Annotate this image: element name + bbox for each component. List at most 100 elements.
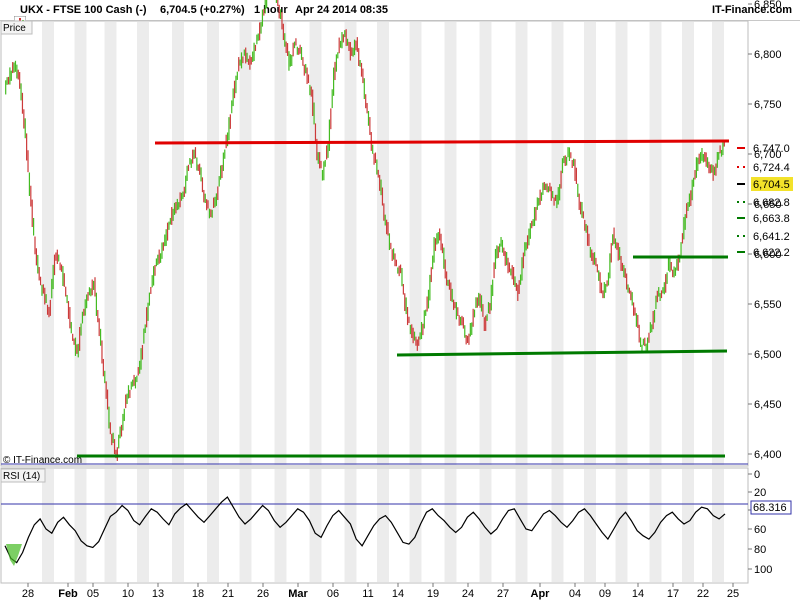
rsi-axis-label: 0 [754,469,760,481]
price-level-label: 6,747.0 [753,143,790,155]
grid-band [207,22,219,465]
price-level-label: 6,724.4 [753,162,790,174]
x-axis-label: 26 [257,588,269,600]
grid-band [409,22,422,465]
price-axis-label: 6,450 [754,399,782,411]
x-axis-label: 17 [667,588,679,600]
grid-band [309,469,322,582]
x-axis-label: 14 [632,588,644,600]
grid-band [172,469,184,582]
x-axis-label: 18 [192,588,204,600]
datetime-label: Apr 24 2014 08:35 [295,4,388,16]
grid-band [344,22,357,465]
resistance-line-lower [154,139,730,145]
price-axis-label: 6,800 [754,49,782,61]
symbol-title: UKX - FTSE 100 Cash (-) [20,4,147,16]
grid-band [479,22,492,465]
grid-band [649,469,662,582]
rsi-oversold-fill [6,544,22,566]
grid-band [74,22,87,465]
x-axis-label: Feb [58,588,78,600]
price-level-label: 6,622.2 [753,247,790,259]
price-axis-label: 6,550 [754,299,782,311]
grid-band [649,22,662,465]
grid-band [377,469,389,582]
grid-band [137,22,149,465]
rsi-axis-label: 60 [754,524,766,536]
price-axis-label: 6,500 [754,349,782,361]
price-level-label: 6,682.8 [753,197,790,209]
price-axis-label: 6,600 [754,249,782,261]
grid-band [444,22,457,465]
grid-band [239,469,252,582]
brand-label: IT-Finance.com [712,4,793,16]
grid-band [615,469,628,582]
grid-band [682,22,694,465]
x-axis-label: 24 [462,588,474,600]
price-axis-label: 6,650 [754,199,782,211]
grid-band [682,469,694,582]
x-axis-label: 06 [327,588,339,600]
x-axis-label: 14 [392,588,404,600]
price-level-label: 6,641.2 [753,231,790,243]
grid-band [444,469,457,582]
rsi-axis-label: 80 [754,544,766,556]
watermark-label: © IT-Finance.com [3,455,82,466]
grid-band [712,22,724,465]
x-axis-label: 09 [599,588,611,600]
grid-band [137,469,149,582]
x-axis-label: 05 [87,588,99,600]
x-axis-label: Mar [288,588,308,600]
grid-band [712,469,724,582]
x-axis-label: 28 [22,588,34,600]
x-axis-label: 13 [152,588,164,600]
rsi-panel-title: RSI (14) [3,471,40,482]
price-axis-label: 6,400 [754,449,782,461]
grid-band [409,469,422,582]
grid-band [515,469,528,582]
price-panel-title: Price [3,23,26,34]
x-axis-label: 21 [222,588,234,600]
x-axis-label: 19 [427,588,439,600]
price-level-label: 6,663.8 [753,213,790,225]
price-axis-label: 6,750 [754,99,782,111]
rsi-panel-title-box [0,468,46,483]
grid-band [274,22,287,465]
price-panel-title-box [0,20,33,35]
grid-band [274,469,287,582]
grid-band [551,469,564,582]
grid-band [42,22,54,465]
current-price-box [751,177,793,191]
rsi-axis-label: 20 [754,487,766,499]
grid-band [104,22,117,465]
grid-band [172,22,184,465]
grid-band [615,22,628,465]
grid-band [584,22,596,465]
quote-value: 6,704.5 (+0.27%) [160,4,245,16]
grid-band [584,469,596,582]
grid-band [42,469,54,582]
x-axis-label: Apr [531,588,551,600]
grid-band [239,22,252,465]
price-level-label: 6,704.5 [753,179,790,191]
rsi-current-box [750,500,792,515]
grid-band [207,469,219,582]
rsi-line [4,496,726,564]
grid-band [309,22,322,465]
grid-band [74,469,87,582]
price-axis-label: 6,850 [754,0,782,11]
grid-band [377,22,389,465]
price-axis-label: 6,700 [754,149,782,161]
grid-band [479,469,492,582]
x-axis-label: 22 [697,588,709,600]
chart-header: UKX - FTSE 100 Cash (-) 6,704.5 (+0.27%)… [0,0,800,29]
grid-band [104,469,117,582]
rsi-axis-label: 100 [754,564,772,576]
x-axis-label: 25 [727,588,739,600]
grid-band [551,22,564,465]
x-axis-label: 10 [122,588,134,600]
rsi-current-value: 68.316 [753,502,787,514]
support-line-trend [396,349,728,357]
x-axis-label: 04 [569,588,581,600]
